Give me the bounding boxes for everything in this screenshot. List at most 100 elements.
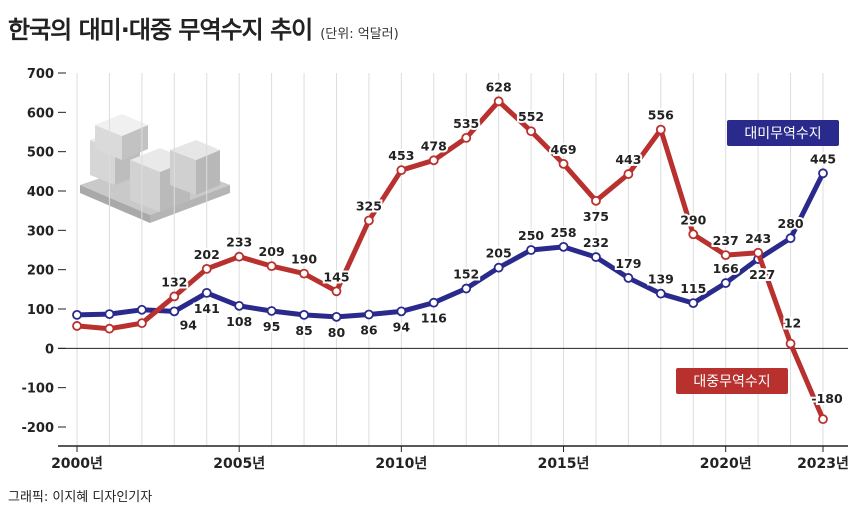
china-data-label: 556: [648, 108, 674, 123]
y-tick-label: 100: [27, 303, 54, 318]
us-data-point: [493, 262, 504, 273]
us-data-label: 94: [180, 317, 198, 332]
us-data-label: 445: [810, 151, 836, 166]
us-data-point: [785, 233, 796, 244]
us-data-point: [428, 297, 439, 308]
china-data-point: [818, 414, 828, 425]
china-data-point: [364, 215, 374, 226]
legend: 대미무역수지 대중무역수지: [676, 120, 839, 394]
china-data-label: 552: [518, 109, 544, 124]
us-data-label: 116: [421, 311, 447, 326]
china-data-point: [72, 321, 82, 331]
y-tick-label: 400: [27, 185, 54, 200]
y-tick-label: 500: [27, 146, 54, 161]
china-data-point: [558, 158, 569, 169]
y-tick-label: -100: [21, 382, 54, 397]
china-data-label: 469: [550, 142, 576, 157]
x-tick-label: 2023년: [797, 456, 849, 472]
china-data-point: [591, 195, 601, 206]
china-data-point: [526, 126, 536, 137]
x-tick-label: 2010년: [375, 456, 427, 472]
us-data-label: 166: [713, 261, 739, 276]
china-data-point: [688, 229, 699, 240]
us-data-point: [201, 287, 212, 298]
us-data-point: [720, 278, 731, 288]
legend-china-box: [676, 368, 788, 394]
us-data-point: [104, 309, 115, 320]
chart-title: 한국의 대미·대중 무역수지 추이: [8, 16, 313, 44]
us-data-label: 258: [550, 225, 576, 240]
us-data-point: [591, 252, 601, 262]
china-data-point: [169, 291, 180, 302]
us-data-point: [364, 309, 374, 320]
y-tick-label: 0: [45, 342, 54, 357]
y-tick-label: 300: [27, 224, 54, 239]
china-data-label: 233: [226, 235, 252, 250]
china-data-point: [201, 263, 212, 274]
legend-us-box: [727, 120, 839, 146]
us-data-label: 179: [615, 256, 641, 271]
us-data-label: 141: [194, 301, 220, 316]
axes: -200 -100 0 100 200 300 400 500 600 700 2000년 2005년…: [21, 67, 848, 472]
legend-us-label: 대미무역수지: [744, 126, 821, 142]
china-data-label: 132: [161, 274, 187, 289]
x-tick-label: 2020년: [700, 456, 752, 472]
us-data-label: 80: [328, 325, 346, 340]
china-data-label: 290: [680, 212, 706, 227]
china-data-label: -180: [811, 391, 843, 406]
us-data-point: [234, 300, 245, 311]
us-data-label: 95: [263, 319, 280, 334]
china-data-point: [266, 261, 277, 272]
china-data-label: 237: [713, 233, 739, 248]
us-data-label: 280: [778, 216, 804, 231]
china-data-point: [396, 165, 407, 176]
us-data-point: [299, 309, 309, 320]
us-data-point: [461, 283, 472, 294]
china-data-label: 325: [356, 199, 382, 214]
china-data-label: 478: [421, 138, 447, 153]
us-data-label: 115: [680, 281, 706, 296]
us-data-label: 250: [518, 228, 544, 243]
us-data-point: [655, 288, 666, 299]
china-data-point: [655, 124, 666, 135]
us-data-point: [623, 273, 634, 283]
us-data-label: 152: [453, 267, 479, 282]
china-data-point: [299, 268, 309, 279]
china-data-label: 628: [486, 79, 512, 94]
y-tick-label: 600: [27, 106, 54, 121]
us-data-label: 232: [583, 235, 609, 250]
us-data-point: [818, 168, 828, 179]
boxes-pallet-illustration: [80, 114, 230, 223]
china-data-point: [623, 169, 634, 179]
us-data-label: 205: [486, 246, 512, 261]
china-trade-balance-line: [74, 98, 826, 422]
us-data-point: [72, 309, 82, 320]
china-data-point: [753, 247, 764, 258]
us-data-label: 86: [360, 323, 378, 338]
us-data-label: 227: [749, 267, 775, 282]
y-tick-label: 200: [27, 264, 54, 279]
x-tick-label: 2005년: [213, 456, 265, 472]
series-lines: [72, 96, 828, 425]
credit: 그래픽: 이지혜 디자인기자: [8, 490, 153, 505]
china-data-point: [785, 338, 796, 349]
china-data-label: 243: [745, 231, 771, 246]
us-data-label: 85: [295, 323, 312, 338]
china-data-label: 190: [291, 252, 317, 267]
china-data-point: [493, 96, 504, 107]
y-tick-label: 700: [27, 67, 54, 82]
china-data-label: 209: [259, 244, 285, 259]
us-trade-balance-line: [74, 170, 826, 320]
china-data-label: 145: [323, 269, 349, 284]
us-data-point: [558, 241, 569, 252]
china-data-point: [234, 251, 245, 262]
china-data-point: [428, 155, 439, 166]
us-data-point: [169, 306, 180, 317]
china-data-point: [331, 286, 342, 297]
us-data-point: [331, 311, 342, 322]
china-data-label: 453: [388, 148, 414, 163]
us-data-point: [688, 298, 699, 309]
china-data-point: [104, 323, 115, 334]
china-data-label: 375: [583, 209, 609, 224]
